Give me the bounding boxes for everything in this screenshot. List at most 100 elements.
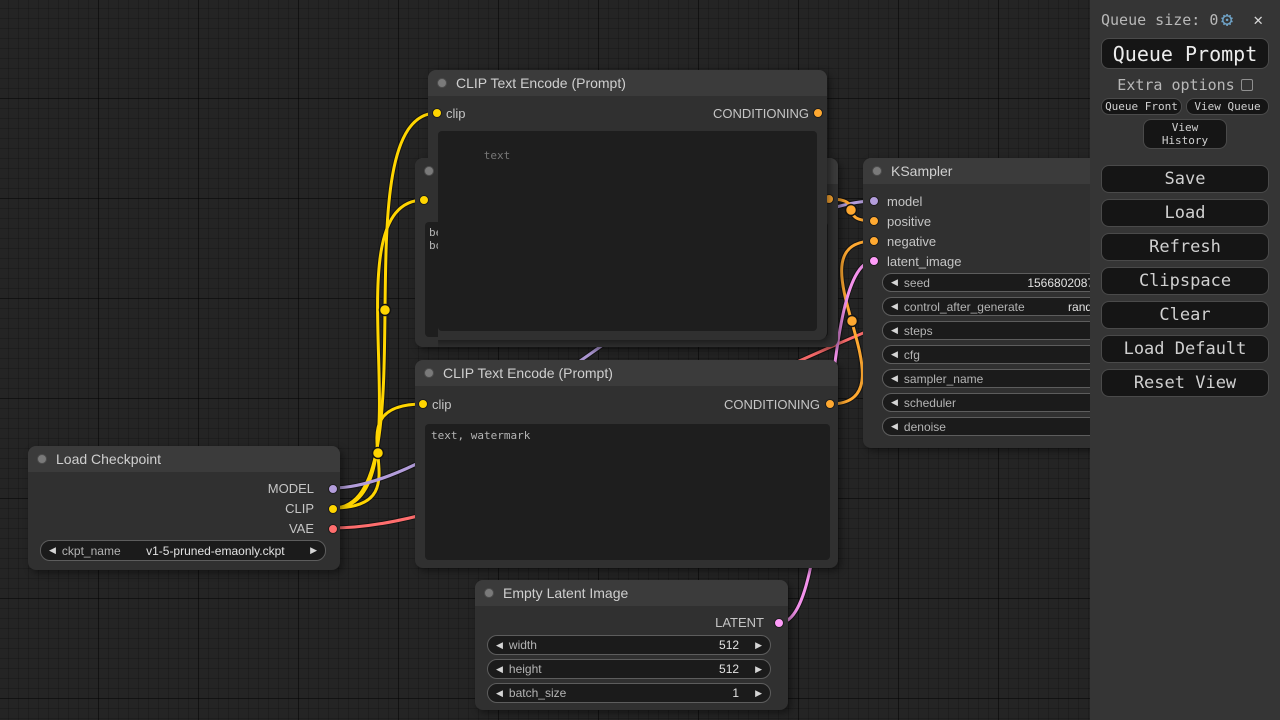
increment-arrow-icon[interactable]: ▶ xyxy=(755,663,762,674)
prompt-textarea[interactable]: text xyxy=(438,131,817,331)
reset-view-button[interactable]: Reset View xyxy=(1101,369,1269,397)
widget-scheduler[interactable]: ◀ scheduler ▶ xyxy=(882,393,1148,412)
extra-options-label: Extra options xyxy=(1117,76,1235,94)
settings-gear-icon[interactable]: ⚙ xyxy=(1220,7,1233,31)
widget-height[interactable]: ◀ height 512 ▶ xyxy=(487,659,771,679)
input-slot-negative[interactable] xyxy=(869,236,879,246)
decrement-arrow-icon[interactable]: ◀ xyxy=(891,421,898,431)
output-label: LATENT xyxy=(715,615,764,630)
output-slot-clip[interactable] xyxy=(328,504,338,514)
widget-label: control_after_generate xyxy=(903,299,1025,314)
node-titlebar[interactable]: Empty Latent Image xyxy=(475,580,788,606)
queue-prompt-button[interactable]: Queue Prompt xyxy=(1101,38,1269,69)
prompt-textarea[interactable]: text, watermark xyxy=(425,424,830,560)
widget-value: 512 xyxy=(719,662,740,676)
widget-label: seed xyxy=(903,275,930,290)
collapse-dot-icon[interactable] xyxy=(437,78,447,88)
input-slot-clip[interactable] xyxy=(419,195,429,205)
queue-size-label: Queue size: 0 xyxy=(1101,11,1219,29)
input-label: positive xyxy=(887,214,932,229)
widget-label: batch_size xyxy=(508,686,567,700)
collapse-dot-icon[interactable] xyxy=(424,368,434,378)
clear-button[interactable]: Clear xyxy=(1101,301,1269,329)
widget-label: steps xyxy=(903,323,933,338)
increment-arrow-icon[interactable]: ▶ xyxy=(755,687,762,698)
load-default-button[interactable]: Load Default xyxy=(1101,335,1269,363)
widget-width[interactable]: ◀ width 512 ▶ xyxy=(487,635,771,655)
output-label: CONDITIONING xyxy=(712,106,809,121)
input-slot-latent-image[interactable] xyxy=(869,256,879,266)
output-slot-conditioning[interactable] xyxy=(825,399,835,409)
widget-ckpt-name[interactable]: ◀ ckpt_name v1-5-pruned-emaonly.ckpt ▶ xyxy=(40,540,326,561)
view-queue-button[interactable]: View Queue xyxy=(1186,98,1269,115)
decrement-arrow-icon[interactable]: ◀ xyxy=(891,277,898,287)
collapse-dot-icon[interactable] xyxy=(484,588,494,598)
widget-denoise[interactable]: ◀ denoise ▶ xyxy=(882,417,1148,436)
input-slot-model[interactable] xyxy=(869,196,879,206)
extra-options-checkbox[interactable] xyxy=(1240,79,1253,91)
node-load-checkpoint[interactable]: Load Checkpoint MODEL CLIP VAE ◀ ckpt_na… xyxy=(28,446,340,570)
view-history-button[interactable]: View History xyxy=(1143,119,1227,149)
collapse-dot-icon[interactable] xyxy=(37,454,47,464)
widget-seed[interactable]: ◀ seed 1566802087 ▶ xyxy=(882,273,1148,292)
widget-label: sampler_name xyxy=(903,371,984,386)
increment-arrow-icon[interactable]: ▶ xyxy=(755,639,762,650)
node-empty-latent-image[interactable]: Empty Latent Image LATENT ◀ width 512 ▶ … xyxy=(475,580,788,710)
input-label: clip xyxy=(432,397,452,412)
widget-value: v1-5-pruned-emaonly.ckpt xyxy=(146,543,285,558)
input-label: negative xyxy=(887,234,937,249)
widget-steps[interactable]: ◀ steps ▶ xyxy=(882,321,1148,340)
widget-label: height xyxy=(508,662,542,676)
increment-arrow-icon[interactable]: ▶ xyxy=(310,545,317,555)
node-clip-text-encode-hidden-sliver[interactable]: be bo xyxy=(415,158,438,347)
collapse-dot-icon[interactable] xyxy=(424,166,434,176)
decrement-arrow-icon[interactable]: ◀ xyxy=(496,639,503,650)
load-button[interactable]: Load xyxy=(1101,199,1269,227)
node-titlebar[interactable]: CLIP Text Encode (Prompt) xyxy=(415,360,838,386)
view-history-line: View xyxy=(1171,121,1199,134)
input-slot-positive[interactable] xyxy=(869,216,879,226)
decrement-arrow-icon[interactable]: ◀ xyxy=(49,545,56,555)
input-label: model xyxy=(887,194,923,209)
decrement-arrow-icon[interactable]: ◀ xyxy=(496,687,503,698)
widget-value: 1 xyxy=(732,686,740,700)
output-label: MODEL xyxy=(267,481,314,496)
output-label: CONDITIONING xyxy=(723,397,820,412)
output-label: CLIP xyxy=(285,501,314,516)
decrement-arrow-icon[interactable]: ◀ xyxy=(891,325,898,335)
save-button[interactable]: Save xyxy=(1101,165,1269,193)
output-slot-latent[interactable] xyxy=(774,618,784,628)
prompt-text-fragment: be xyxy=(429,226,438,239)
node-title: Empty Latent Image xyxy=(503,585,629,601)
output-slot-conditioning[interactable] xyxy=(813,108,823,118)
node-clip-text-encode-bottom[interactable]: CLIP Text Encode (Prompt) clip CONDITION… xyxy=(415,360,838,568)
prompt-textarea[interactable]: be bo xyxy=(425,222,438,337)
output-slot-vae[interactable] xyxy=(328,524,338,534)
input-slot-clip[interactable] xyxy=(432,108,442,118)
widget-label: denoise xyxy=(903,419,946,434)
collapse-dot-icon[interactable] xyxy=(872,166,882,176)
decrement-arrow-icon[interactable]: ◀ xyxy=(891,397,898,407)
view-history-line: History xyxy=(1161,134,1209,147)
queue-size-row: Queue size: 0 ⚙ ✕ xyxy=(1101,7,1269,32)
decrement-arrow-icon[interactable]: ◀ xyxy=(891,301,898,311)
queue-front-button[interactable]: Queue Front xyxy=(1101,98,1182,115)
refresh-button[interactable]: Refresh xyxy=(1101,233,1269,261)
output-slot-model[interactable] xyxy=(328,484,338,494)
node-titlebar[interactable]: Load Checkpoint xyxy=(28,446,340,472)
widget-batch-size[interactable]: ◀ batch_size 1 ▶ xyxy=(487,683,771,703)
extra-options-row: Extra options xyxy=(1101,76,1269,94)
decrement-arrow-icon[interactable]: ◀ xyxy=(496,663,503,674)
widget-cfg[interactable]: ◀ cfg ▶ xyxy=(882,345,1148,364)
node-title: CLIP Text Encode (Prompt) xyxy=(443,365,613,381)
close-icon[interactable]: ✕ xyxy=(1253,10,1263,29)
clipspace-button[interactable]: Clipspace xyxy=(1101,267,1269,295)
widget-sampler-name[interactable]: ◀ sampler_name ▶ xyxy=(882,369,1148,388)
input-label: latent_image xyxy=(887,254,962,269)
decrement-arrow-icon[interactable]: ◀ xyxy=(891,373,898,383)
input-slot-clip[interactable] xyxy=(418,399,428,409)
node-titlebar[interactable]: CLIP Text Encode (Prompt) xyxy=(428,70,827,96)
decrement-arrow-icon[interactable]: ◀ xyxy=(891,349,898,359)
node-clip-text-encode-top[interactable]: CLIP Text Encode (Prompt) clip CONDITION… xyxy=(428,70,827,340)
